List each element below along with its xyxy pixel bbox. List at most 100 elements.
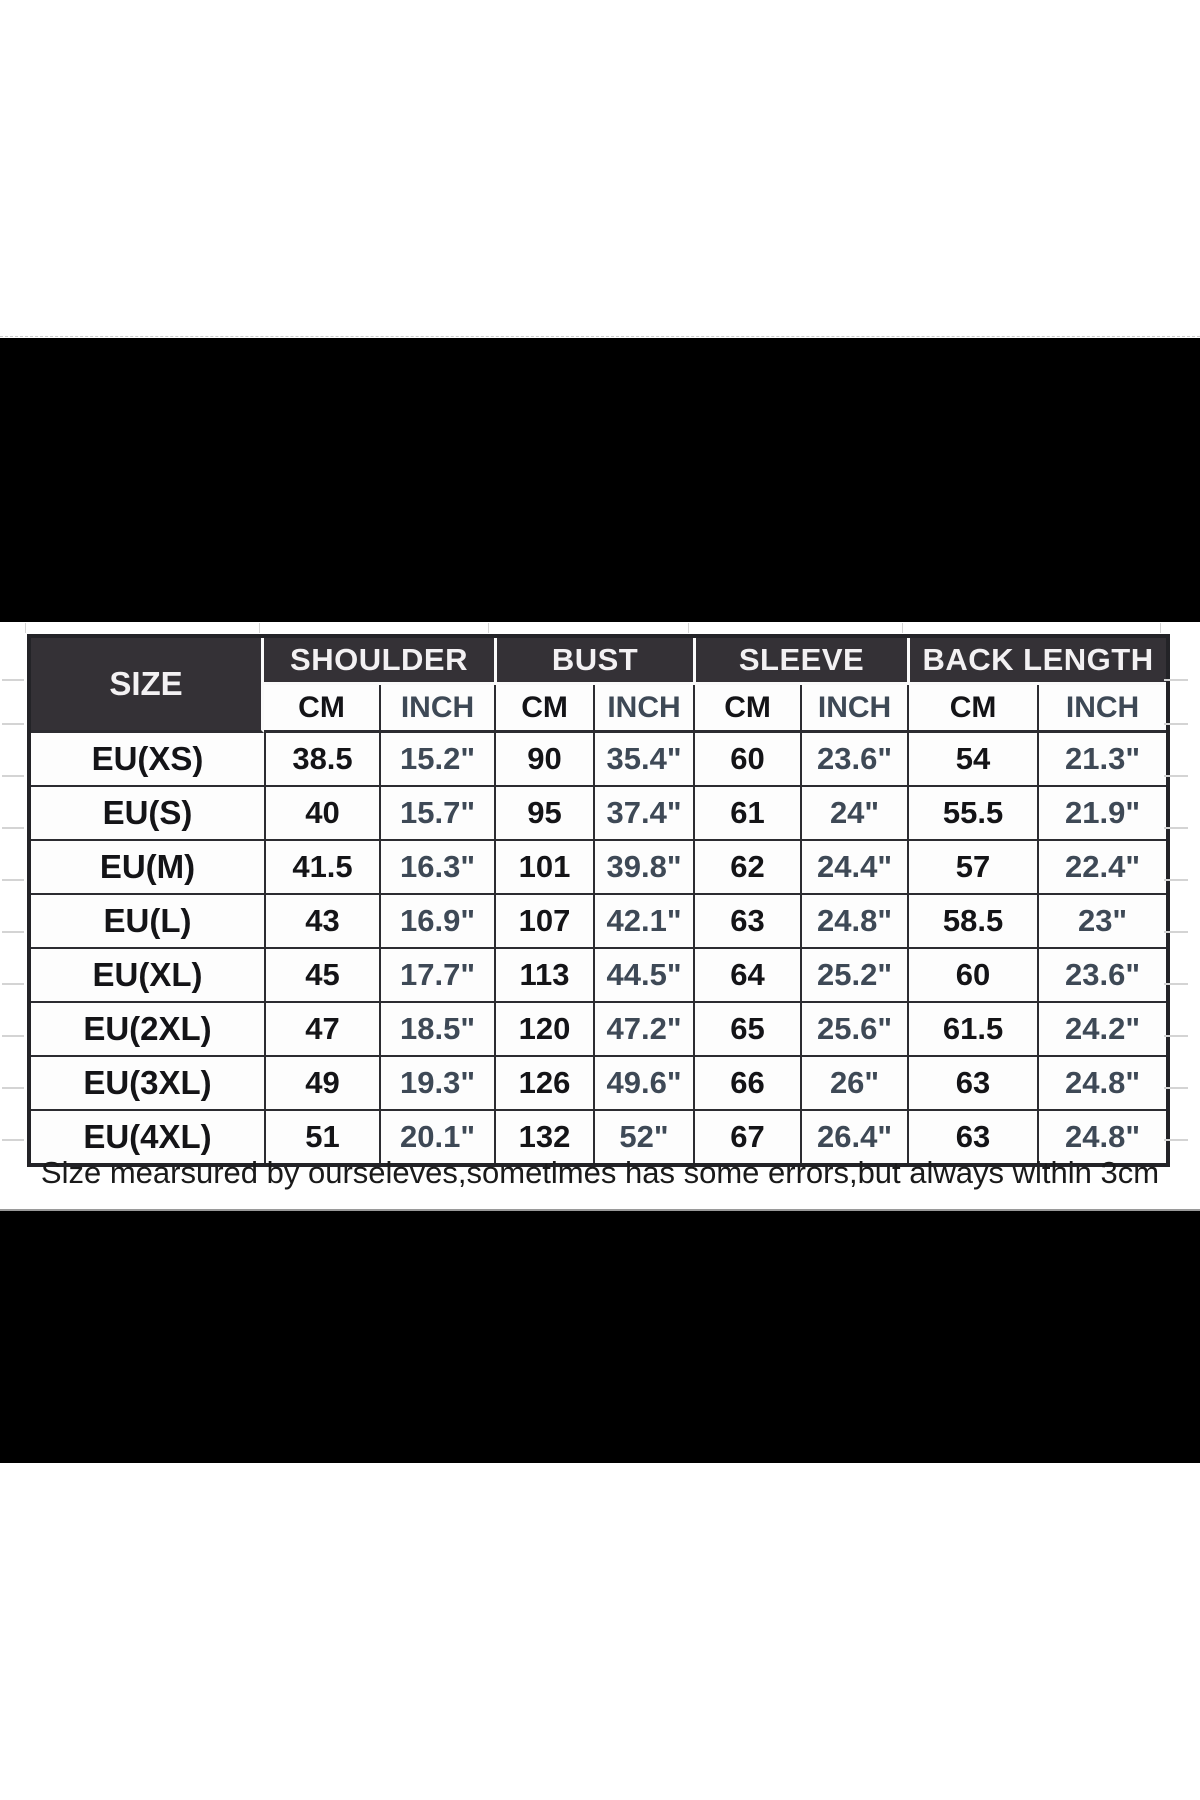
cm-value-cell: 60	[693, 733, 801, 787]
unit-header-cm: CM	[494, 685, 594, 733]
inch-value-cell: 35.4"	[593, 733, 694, 787]
cm-value-cell: 63	[907, 1057, 1038, 1111]
cm-value-cell: 90	[494, 733, 594, 787]
spreadsheet-gridline	[1164, 775, 1188, 777]
size-label-cell: EU(M)	[31, 841, 264, 895]
spreadsheet-gridline	[1164, 679, 1188, 681]
size-label-cell: EU(XL)	[31, 949, 264, 1003]
unit-header-row: CM INCH CM INCH CM INCH CM INCH	[31, 685, 1167, 733]
inch-value-cell: 52"	[593, 1111, 693, 1163]
inch-value-cell: 39.8"	[593, 841, 694, 895]
spreadsheet-gridline	[2, 775, 24, 777]
inch-value-cell: 24"	[800, 787, 908, 841]
unit-header-inch: INCH	[1037, 685, 1167, 733]
inch-value-cell: 26.4"	[800, 1111, 907, 1163]
group-header-shoulder: SHOULDER	[264, 638, 495, 685]
inch-value-cell: 25.6"	[800, 1003, 908, 1057]
black-band-bottom	[0, 1209, 1200, 1463]
inch-value-cell: 17.7"	[379, 949, 495, 1003]
cm-value-cell: 49	[264, 1057, 379, 1111]
inch-value-cell: 49.6"	[593, 1057, 694, 1111]
spreadsheet-gridline	[0, 336, 1200, 337]
table-row: EU(S) 40 15.7" 95 37.4" 61 24" 55.5 21.9"	[31, 787, 1167, 841]
cm-value-cell: 45	[264, 949, 379, 1003]
group-header-sleeve: SLEEVE	[693, 638, 908, 685]
cm-value-cell: 64	[693, 949, 801, 1003]
table-row: EU(XL) 45 17.7" 113 44.5" 64 25.2" 60 23.6"	[31, 949, 1167, 1003]
inch-value-cell: 24.2"	[1037, 1003, 1167, 1057]
cm-value-cell: 113	[494, 949, 594, 1003]
cm-value-cell: 40	[264, 787, 379, 841]
cm-value-cell: 63	[693, 895, 801, 949]
cm-value-cell: 38.5	[264, 733, 379, 787]
spreadsheet-gridline	[488, 623, 489, 633]
inch-value-cell: 20.1"	[379, 1111, 494, 1163]
size-label-cell: EU(3XL)	[31, 1057, 264, 1111]
spreadsheet-gridline	[2, 1035, 24, 1037]
inch-value-cell: 23"	[1037, 895, 1167, 949]
spreadsheet-gridline	[2, 1087, 24, 1089]
inch-value-cell: 24.8"	[1037, 1057, 1167, 1111]
spreadsheet-gridline	[1164, 1035, 1188, 1037]
table-row: EU(4XL) 51 20.1" 132 52" 67 26.4" 63 24.8"	[31, 1111, 1166, 1163]
spreadsheet-gridline	[1164, 1139, 1188, 1141]
spreadsheet-gridline	[2, 723, 24, 725]
inch-value-cell: 24.8"	[1037, 1111, 1166, 1163]
size-header-cell: SIZE	[31, 638, 264, 733]
size-label-cell: EU(2XL)	[31, 1003, 264, 1057]
inch-value-cell: 23.6"	[1037, 949, 1167, 1003]
table-row: EU(M) 41.5 16.3" 101 39.8" 62 24.4" 57 22.4"	[31, 841, 1167, 895]
spreadsheet-gridline	[902, 623, 903, 633]
cm-value-cell: 107	[494, 895, 594, 949]
inch-value-cell: 44.5"	[593, 949, 694, 1003]
unit-header-inch: INCH	[800, 685, 908, 733]
unit-header-cm: CM	[693, 685, 801, 733]
spreadsheet-gridline	[2, 879, 24, 881]
cm-value-cell: 67	[693, 1111, 800, 1163]
black-band-top	[0, 338, 1200, 622]
size-label-cell: EU(4XL)	[83, 1118, 212, 1155]
cm-value-cell: 51	[264, 1111, 379, 1163]
inch-value-cell: 24.8"	[800, 895, 908, 949]
spreadsheet-gridline	[2, 931, 24, 933]
spreadsheet-gridline	[2, 679, 24, 681]
spreadsheet-gridline	[2, 827, 24, 829]
size-label-cell: EU(L)	[31, 895, 264, 949]
cm-value-cell: 101	[494, 841, 594, 895]
group-header-row: SIZE SHOULDER BUST SLEEVE BACK LENGTH	[31, 638, 1167, 733]
unit-header-inch: INCH	[379, 685, 495, 733]
spreadsheet-gridline	[2, 1139, 24, 1141]
cm-value-cell: 95	[494, 787, 594, 841]
inch-value-cell: 16.9"	[379, 895, 495, 949]
cm-value-cell: 57	[907, 841, 1038, 895]
spreadsheet-gridline	[259, 623, 260, 633]
cm-value-cell: 66	[693, 1057, 801, 1111]
table-row: EU(XS) 38.5 15.2" 90 35.4" 60 23.6" 54 21.3"	[31, 733, 1167, 787]
cm-value-cell: 126	[494, 1057, 594, 1111]
cm-value-cell: 120	[494, 1003, 594, 1057]
inch-value-cell: 15.7"	[379, 787, 495, 841]
table-row: EU(2XL) 47 18.5" 120 47.2" 65 25.6" 61.5 24.2"	[31, 1003, 1167, 1057]
table-row: EU(3XL) 49 19.3" 126 49.6" 66 26" 63 24.8"	[31, 1057, 1167, 1111]
cm-value-cell: 54	[907, 733, 1038, 787]
cm-value-cell: 60	[907, 949, 1038, 1003]
cm-value-cell: 61.5	[907, 1003, 1038, 1057]
group-header-back-length: BACK LENGTH	[907, 638, 1167, 685]
spreadsheet-gridline	[2, 983, 24, 985]
cm-value-cell: 47	[264, 1003, 379, 1057]
cm-value-cell: 55.5	[907, 787, 1038, 841]
inch-value-cell: 15.2"	[379, 733, 495, 787]
size-label-cell: EU(XS)	[31, 733, 264, 787]
spreadsheet-gridline	[688, 623, 689, 633]
size-chart-table: SIZE SHOULDER BUST SLEEVE BACK LENGTH CM…	[27, 634, 1171, 1167]
spreadsheet-gridline	[1164, 983, 1188, 985]
cm-value-cell: 63	[907, 1111, 1037, 1163]
cm-value-cell: 43	[264, 895, 379, 949]
inch-value-cell: 16.3"	[379, 841, 495, 895]
table-row: EU(L) 43 16.9" 107 42.1" 63 24.8" 58.5 23"	[31, 895, 1167, 949]
inch-value-cell: 37.4"	[593, 787, 694, 841]
inch-value-cell: 25.2"	[800, 949, 908, 1003]
spreadsheet-gridline	[1164, 879, 1188, 881]
measurement-disclaimer: Size mearsured by ourseleves,sometimes h…	[40, 1155, 1160, 1190]
inch-value-cell: 47.2"	[593, 1003, 694, 1057]
